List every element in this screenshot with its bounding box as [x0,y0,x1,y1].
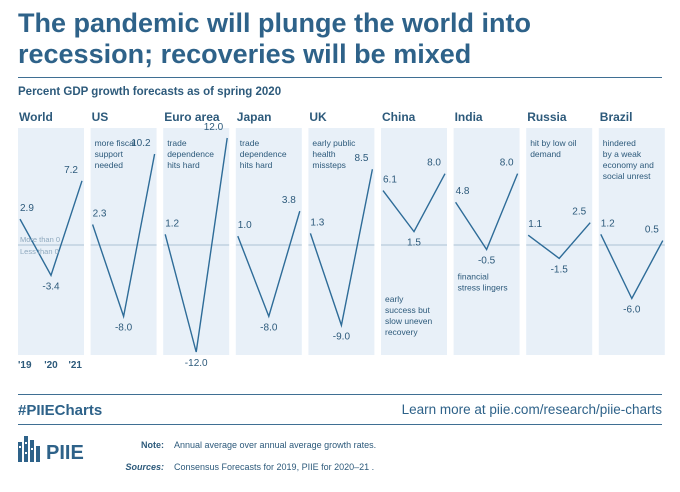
annotation-text: slow uneven [385,316,433,326]
piie-logo: PIIE [18,434,98,471]
logo-text: PIIE [46,442,84,464]
annotation-text: hits hard [240,160,273,170]
series-line [600,233,664,301]
annotation-text: social unrest [603,171,651,181]
data-label: -12.0 [185,358,208,369]
series-line [19,180,83,278]
panel-background [18,128,84,355]
data-label: -8.0 [115,322,133,333]
data-label: 1.3 [310,217,324,228]
panel-title: Russia [527,110,567,124]
data-label: 8.0 [427,158,441,169]
annotation-text: demand [530,149,561,159]
data-label: 2.9 [20,203,34,214]
annotation-text: hindered [603,138,636,148]
annotation-text: economy and [603,160,654,170]
panel-background [381,128,447,355]
annotation-text: financial [458,271,489,281]
piie-logo-icon: PIIE [18,436,84,464]
annotation-text: hits hard [167,160,200,170]
panel-title: UK [309,110,327,124]
footer-divider-bottom [18,424,662,425]
x-tick-label: '19 [18,360,32,371]
panel-title: India [455,110,483,124]
data-label: -3.4 [42,281,60,292]
series-line [91,153,156,320]
annotation-text: trade [240,138,260,148]
panel-background [163,128,230,355]
panel-title: US [92,110,109,124]
x-tick-label: '20 [44,360,58,371]
annotation-text: hit by low oil [530,138,576,148]
panel-title: World [19,110,53,124]
annotation-text: more fiscal [95,138,136,148]
panel-title: Japan [237,110,272,124]
learn-more-link[interactable]: Learn more at piie.com/research/piie-cha… [401,402,662,417]
data-label: 2.3 [93,208,107,219]
data-label: 4.8 [456,186,470,197]
series-line [382,173,446,233]
zero-above-label: More than 0 [20,235,60,244]
panel-background [308,128,375,355]
note-text: Annual average over annual average growt… [174,440,377,450]
annotation-text: missteps [312,160,346,170]
data-label: -9.0 [333,331,351,342]
series-line [164,137,228,353]
panel-background [453,128,520,355]
data-label: 10.2 [131,138,151,149]
annotation-text: recovery [385,327,418,337]
sources-text: Consensus Forecasts for 2019, PIIE for 2… [174,462,375,472]
annotation-text: dependence [240,149,287,159]
chart-subtitle: Percent GDP growth forecasts as of sprin… [18,86,282,98]
annotation-text: trade [167,138,187,148]
annotation-text: stress lingers [458,282,508,292]
annotation-text: health [312,149,335,159]
data-label: 1.0 [238,220,252,231]
data-label: 1.5 [407,238,421,249]
series-line [237,210,301,319]
annotation-text: dependence [167,149,214,159]
data-label: 1.2 [601,218,615,229]
panel-background [598,128,665,355]
data-label: 3.8 [282,195,296,206]
title-divider [18,77,662,78]
footer-divider-top [18,394,662,395]
annotation-text: early [385,294,404,304]
data-label: 7.2 [64,165,78,176]
panel-title: Euro area [164,110,220,124]
zero-below-label: Less than 0 [20,247,59,256]
annotation-text: needed [95,160,124,170]
data-label: 6.1 [383,175,397,186]
annotation-text: support [95,149,124,159]
annotation-text: early public [312,138,356,148]
data-label: 12.0 [204,122,224,133]
x-tick-label: '21 [68,360,82,371]
annotation-text: success but [385,305,431,315]
data-label: 2.5 [572,207,586,218]
series-line [309,169,374,328]
data-label: -1.5 [551,264,569,275]
panel-title: Brazil [600,110,633,124]
panel-title: China [382,110,416,124]
note-label: Note: [141,440,164,450]
chart-title: The pandemic will plunge the world into … [18,8,532,69]
data-label: 0.5 [645,225,659,236]
annotation-text: by a weak [603,149,642,159]
data-label: 8.0 [500,158,514,169]
data-label: -0.5 [478,255,496,266]
series-line [455,173,519,251]
series-line [527,222,591,260]
sources-label: Sources: [125,462,164,472]
data-label: 8.5 [354,153,368,164]
hashtag-link[interactable]: #PIIECharts [18,402,103,419]
data-label: 1.2 [165,218,179,229]
data-label: -6.0 [623,305,641,316]
data-label: -8.0 [260,322,278,333]
data-label: 1.1 [528,219,542,230]
